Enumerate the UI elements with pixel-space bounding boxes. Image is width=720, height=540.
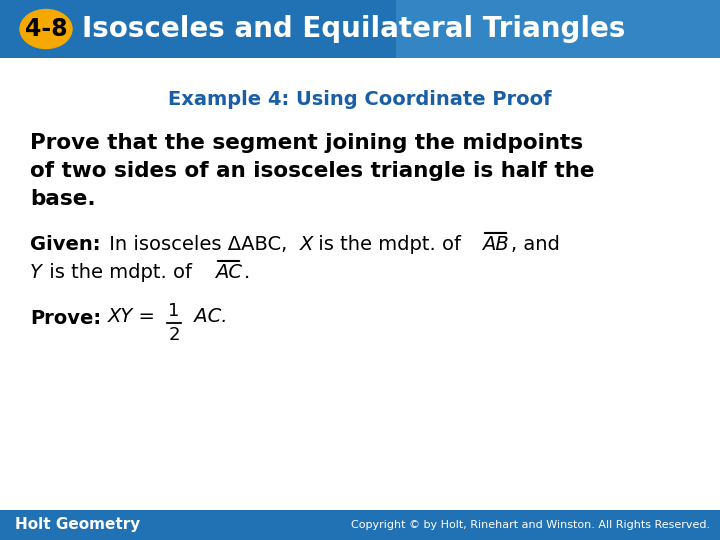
Bar	[0, 0, 720, 58]
Circle shape	[20, 10, 72, 49]
Text: 1: 1	[168, 302, 180, 320]
Text: , and: , and	[511, 235, 560, 254]
Text: Prove that the segment joining the midpoints: Prove that the segment joining the midpo…	[30, 133, 583, 153]
Bar	[0, 510, 720, 540]
Text: Copyright © by Holt, Rinehart and Winston. All Rights Reserved.: Copyright © by Holt, Rinehart and Winsto…	[351, 520, 710, 530]
Text: AC.: AC.	[188, 307, 228, 327]
Text: is the mdpt. of: is the mdpt. of	[43, 263, 198, 282]
Text: is the mdpt. of: is the mdpt. of	[312, 235, 467, 254]
Text: 4-8: 4-8	[24, 17, 67, 41]
Text: base.: base.	[30, 189, 96, 209]
Text: Isosceles and Equilateral Triangles: Isosceles and Equilateral Triangles	[82, 15, 626, 43]
Text: XY =: XY =	[108, 307, 156, 327]
Text: Y: Y	[30, 263, 42, 282]
Text: of two sides of an isosceles triangle is half the: of two sides of an isosceles triangle is…	[30, 161, 595, 181]
Text: In isosceles ΔABC,: In isosceles ΔABC,	[103, 235, 294, 254]
Bar	[396, 0, 720, 58]
Text: Prove:: Prove:	[30, 309, 101, 328]
Text: AC: AC	[215, 263, 242, 282]
Text: 2: 2	[168, 326, 180, 344]
Text: X: X	[300, 235, 313, 254]
Text: .: .	[244, 263, 251, 282]
Text: AB: AB	[482, 235, 509, 254]
Text: Given:: Given:	[30, 235, 101, 254]
Text: Example 4: Using Coordinate Proof: Example 4: Using Coordinate Proof	[168, 90, 552, 109]
Text: Holt Geometry: Holt Geometry	[15, 517, 140, 532]
